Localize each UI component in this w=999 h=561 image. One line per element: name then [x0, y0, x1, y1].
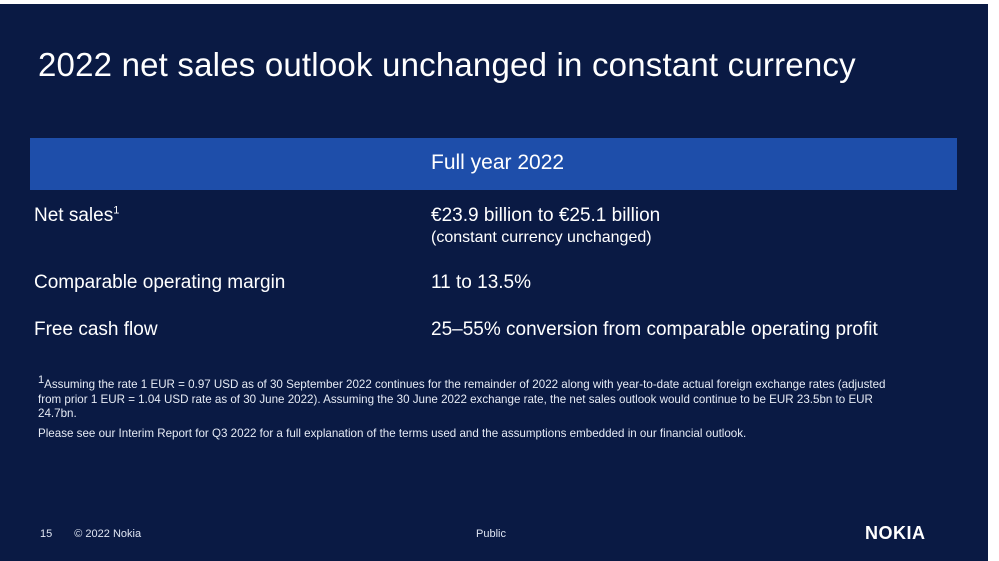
- row-label-net-sales: Net sales1: [34, 205, 119, 227]
- row-label-operating-margin: Comparable operating margin: [34, 272, 286, 293]
- row-value-net-sales: €23.9 billion to €25.1 billion: [431, 205, 661, 226]
- footnote-1: 1Assuming the rate 1 EUR = 0.97 USD as o…: [38, 375, 908, 422]
- classification-label: Public: [476, 528, 506, 540]
- page-number: 15: [40, 528, 53, 540]
- right-edge-strip: [988, 0, 999, 561]
- footnote-marker: 1: [113, 204, 120, 217]
- slide-title: 2022 net sales outlook unchanged in cons…: [38, 46, 856, 83]
- slide: 2022 net sales outlook unchanged in cons…: [0, 4, 988, 561]
- row-value-free-cash-flow: 25–55% conversion from comparable operat…: [431, 319, 878, 340]
- footnote-1-marker: 1: [38, 374, 45, 387]
- row-label-text: Net sales: [34, 205, 114, 226]
- footnotes: 1Assuming the rate 1 EUR = 0.97 USD as o…: [38, 375, 908, 446]
- copyright: © 2022 Nokia: [74, 528, 142, 540]
- footnote-1-text: Assuming the rate 1 EUR = 0.97 USD as of…: [38, 378, 886, 420]
- row-subvalue-net-sales: (constant currency unchanged): [431, 229, 652, 246]
- footer-left: 15 © 2022 Nokia: [40, 528, 141, 540]
- row-value-operating-margin: 11 to 13.5%: [431, 272, 532, 293]
- column-header-full-year: Full year 2022: [431, 151, 565, 174]
- row-label-free-cash-flow: Free cash flow: [34, 319, 158, 340]
- nokia-logo: NOKIA: [865, 523, 926, 543]
- table-header-band: Full year 2022: [30, 138, 957, 190]
- footnote-2: Please see our Interim Report for Q3 202…: [38, 426, 747, 440]
